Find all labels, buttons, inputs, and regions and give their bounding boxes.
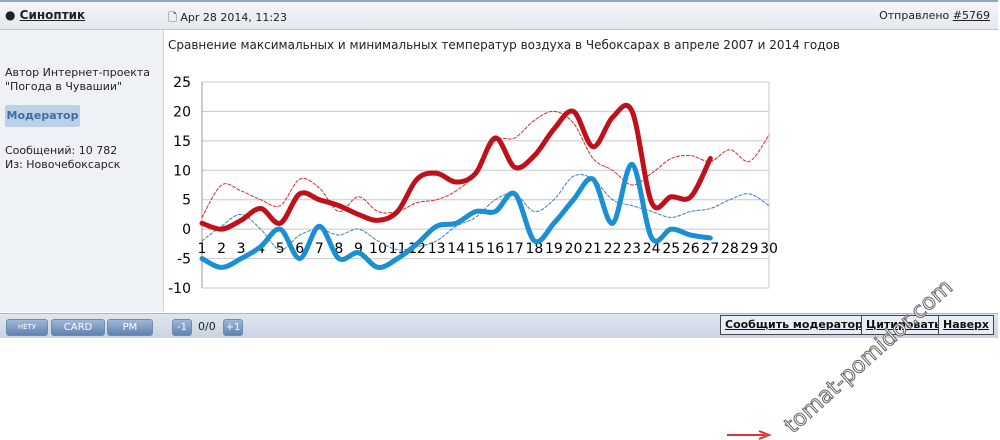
y-tick-label: -10: [168, 281, 191, 297]
pm-button[interactable]: PM: [107, 319, 153, 336]
arrow-path: [727, 430, 772, 440]
x-tick-label: 28: [721, 241, 739, 257]
x-tick-label: 22: [604, 241, 622, 257]
report-button[interactable]: Сообщить модератору: [720, 315, 876, 335]
profile-text: Автор Интернет-проекта "Погода в Чувашии": [5, 66, 150, 94]
series-line: [201, 174, 770, 251]
post-sent: Отправлено #5769: [879, 9, 990, 22]
series-line: [199, 161, 713, 270]
x-tick-label: 29: [741, 241, 759, 257]
x-tick-label: 15: [467, 241, 485, 257]
minus-button[interactable]: -1: [172, 319, 192, 336]
y-tick-label: 0: [182, 222, 191, 238]
x-tick-label: 19: [545, 241, 563, 257]
profile: Автор Интернет-проекта "Погода в Чувашии"…: [0, 30, 164, 312]
from: Из: Новочебоксарск: [5, 158, 121, 171]
post-text: Сравнение максимальных и минимальных тем…: [168, 38, 840, 52]
role-badge: Модератор: [5, 105, 80, 127]
y-tick-label: 25: [173, 75, 191, 91]
sent: Отправлено: [879, 9, 950, 22]
y-tick-label: 20: [173, 104, 191, 120]
x-tick-label: 6: [295, 241, 304, 257]
chart-bg: [168, 72, 778, 298]
x-tick-label: 1: [198, 241, 207, 257]
y-tick-label: 15: [173, 134, 191, 150]
x-tick-label: 5: [276, 241, 285, 257]
x-tick-label: 25: [662, 241, 680, 257]
date: Apr 28 2014, 11:23: [180, 11, 288, 24]
y-tick-label: -5: [177, 252, 191, 268]
x-tick-label: 24: [643, 241, 661, 257]
x-tick-label: 13: [428, 241, 446, 257]
profile-line: Автор Интернет-проекта: [5, 66, 151, 79]
x-tick-label: 18: [525, 241, 543, 257]
x-tick-label: 10: [369, 241, 387, 257]
x-tick-label: 2: [217, 241, 226, 257]
post-link[interactable]: #5769: [952, 9, 990, 22]
y-tick-label: 5: [182, 193, 191, 209]
x-tick-label: 21: [584, 241, 602, 257]
status-button[interactable]: НЕТУ: [6, 319, 48, 336]
plus-button[interactable]: +1: [223, 319, 243, 336]
x-tick-label: 23: [623, 241, 641, 257]
arrow: [727, 430, 772, 440]
top-button[interactable]: Наверх: [938, 315, 995, 335]
x-tick-label: 27: [701, 241, 719, 257]
x-tick-label: 8: [334, 241, 343, 257]
x-tick-label: 7: [315, 241, 324, 257]
x-tick-label: 17: [506, 241, 524, 257]
card-button[interactable]: CARD: [51, 319, 105, 336]
author[interactable]: Синоптик: [19, 8, 86, 22]
post-date: 🗋 Apr 28 2014, 11:23: [168, 11, 288, 24]
profile-line: "Погода в Чувашии": [5, 80, 123, 93]
posts: Сообщений: 10 782: [5, 144, 118, 157]
author-bullet: ● Синоптик: [5, 8, 86, 22]
x-tick-label: 30: [760, 241, 778, 257]
x-tick-label: 20: [565, 241, 583, 257]
series-line: [199, 102, 713, 232]
x-tick-label: 16: [486, 241, 504, 257]
post-header: ● Синоптик 🗋 Apr 28 2014, 11:23 Отправле…: [0, 0, 998, 30]
x-tick-label: 9: [354, 241, 363, 257]
stats: Сообщений: 10 782 Из: Новочебоксарск: [5, 144, 120, 172]
x-tick-label: 3: [237, 241, 246, 257]
y-tick-label: 10: [173, 163, 191, 179]
x-tick-label: 14: [447, 241, 465, 257]
rating: 0/0: [198, 320, 216, 333]
x-tick-label: 26: [682, 241, 700, 257]
quote-button[interactable]: Цитировать: [861, 315, 947, 335]
